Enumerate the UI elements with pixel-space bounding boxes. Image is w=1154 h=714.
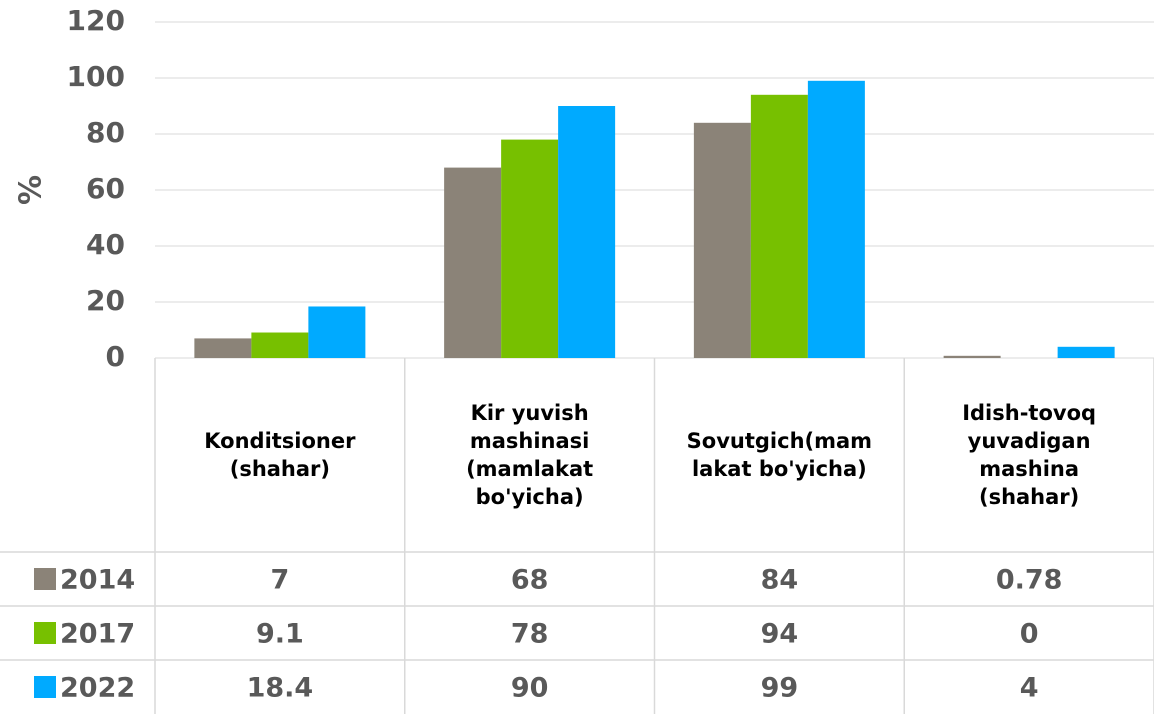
table-value: 99 bbox=[761, 673, 799, 704]
table-value: 18.4 bbox=[247, 673, 314, 704]
legend-key bbox=[34, 622, 56, 644]
category-text: Konditsioner (shahar) bbox=[204, 429, 356, 481]
table-value: 78 bbox=[511, 619, 549, 650]
bar bbox=[308, 306, 366, 358]
table-value: 0 bbox=[1020, 619, 1039, 650]
table-value: 4 bbox=[1020, 673, 1039, 704]
table-value: 7 bbox=[270, 565, 289, 596]
y-tick-label: 120 bbox=[67, 4, 125, 37]
table-value: 68 bbox=[511, 565, 549, 596]
table-value: 0.78 bbox=[996, 565, 1063, 596]
legend-key bbox=[34, 568, 56, 590]
y-axis-label: % bbox=[14, 175, 49, 205]
legend-label: 2017 bbox=[60, 619, 135, 650]
y-tick-label: 40 bbox=[86, 228, 125, 261]
category-text: Kir yuvish mashinasi (mamlakat bo'yicha) bbox=[466, 401, 594, 509]
category-label: Konditsioner (shahar) bbox=[155, 365, 405, 545]
bar bbox=[750, 94, 808, 359]
y-tick-label: 0 bbox=[106, 340, 125, 373]
category-label: Kir yuvish mashinasi (mamlakat bo'yicha) bbox=[405, 365, 655, 545]
y-tick-label: 20 bbox=[86, 284, 125, 317]
bar bbox=[1057, 346, 1115, 358]
legend-label: 2022 bbox=[60, 673, 135, 704]
table-value: 90 bbox=[511, 673, 549, 704]
y-tick-label: 60 bbox=[86, 172, 125, 205]
table-value: 9.1 bbox=[256, 619, 304, 650]
bar bbox=[807, 80, 865, 359]
y-tick-label: 100 bbox=[67, 60, 125, 93]
bar bbox=[194, 338, 252, 358]
bar bbox=[693, 122, 751, 358]
category-text: Sovutgich(mamlakat bo'yicha) bbox=[686, 429, 873, 481]
category-text: Idish-tovoq yuvadigan mashina (shahar) bbox=[962, 401, 1097, 509]
category-label: Sovutgich(mamlakat bo'yicha) bbox=[655, 365, 905, 545]
bar bbox=[943, 355, 1001, 358]
legend-label: 2014 bbox=[60, 565, 135, 596]
bar bbox=[251, 332, 309, 358]
category-label: Idish-tovoq yuvadigan mashina (shahar) bbox=[904, 365, 1154, 545]
bar bbox=[444, 167, 502, 358]
table-value: 94 bbox=[761, 619, 799, 650]
bar bbox=[501, 139, 559, 358]
bar bbox=[558, 106, 616, 358]
table-value: 84 bbox=[761, 565, 799, 596]
y-tick-label: 80 bbox=[86, 116, 125, 149]
legend-key bbox=[34, 676, 56, 698]
